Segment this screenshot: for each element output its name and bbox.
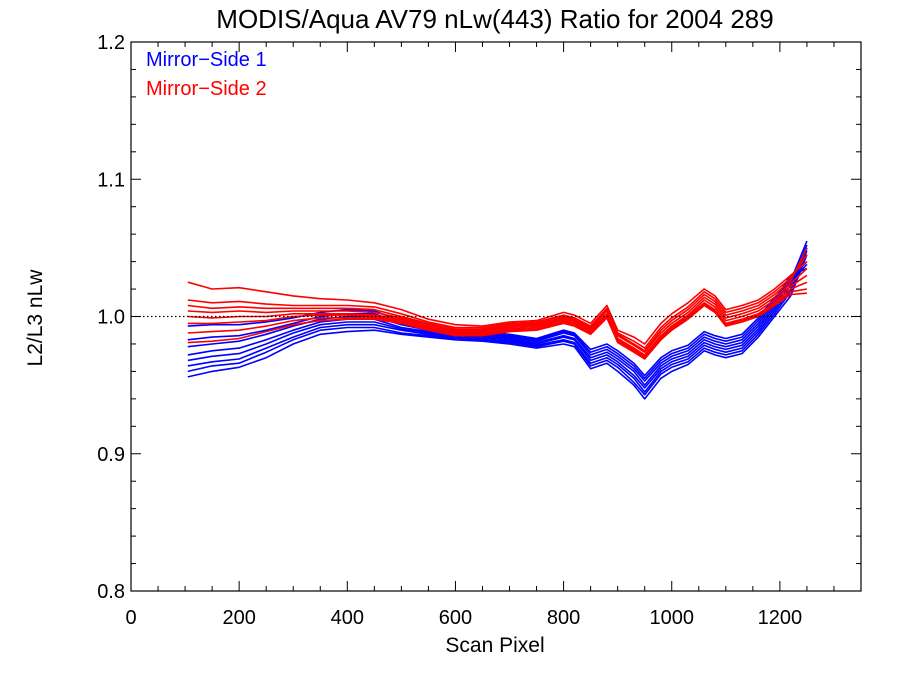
y-tick-label: 1.2 (97, 32, 125, 54)
series-line-11 (187, 247, 808, 352)
series-line-1 (187, 254, 808, 400)
x-tick-label: 400 (331, 607, 364, 629)
y-tick-label: 0.8 (97, 581, 125, 603)
y-tick-label: 0.9 (97, 444, 125, 466)
series-line-6 (187, 261, 808, 382)
x-tick-label: 0 (125, 607, 136, 629)
series-line-9 (187, 260, 808, 345)
series-line-14 (187, 281, 808, 358)
series-line-15 (187, 288, 808, 359)
x-tick-label: 600 (439, 607, 472, 629)
series-line-2 (187, 250, 808, 396)
legend: Mirror−Side 1 Mirror−Side 2 (146, 49, 267, 100)
series-line-12 (187, 267, 808, 354)
series-line-8 (187, 263, 808, 377)
legend-entry-mirror-side-2: Mirror−Side 2 (146, 78, 267, 100)
plot-frame (130, 41, 862, 592)
series-line-10 (187, 254, 808, 349)
y-axis-label: L2/L3 nLw (24, 269, 47, 367)
series-line-13 (187, 274, 808, 356)
chart-title: MODIS/Aqua AV79 nLw(443) Ratio for 2004 … (216, 4, 773, 34)
series-line-16 (187, 292, 807, 360)
x-tick-label: 800 (547, 607, 580, 629)
series-line-5 (187, 240, 808, 386)
y-tick-label: 1.0 (97, 307, 125, 329)
x-axis-label: Scan Pixel (445, 634, 544, 657)
legend-entry-mirror-side-1: Mirror−Side 1 (146, 49, 267, 71)
series-layer (187, 240, 808, 400)
series-line-7 (187, 267, 808, 380)
tick-labels: 0 200 400 600 800 1000 1200 0.8 0.9 1.0 1.1 1.2 (97, 32, 802, 629)
series-line-3 (187, 247, 808, 393)
x-tick-label: 1200 (758, 607, 803, 629)
series-line-4 (187, 244, 808, 389)
x-tick-label: 1000 (649, 607, 694, 629)
y-tick-label: 1.1 (97, 169, 125, 191)
x-tick-label: 200 (222, 607, 255, 629)
